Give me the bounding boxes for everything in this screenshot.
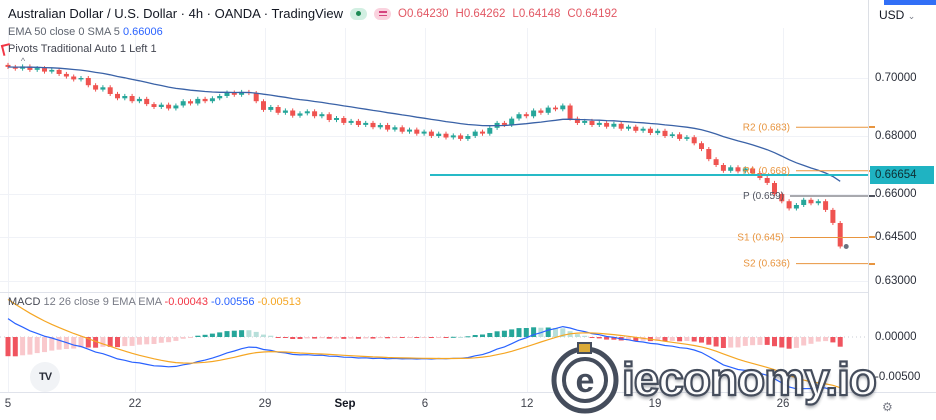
price-axis-label: 0.70000	[875, 72, 917, 84]
svg-text:R1 (0.668): R1 (0.668)	[743, 166, 790, 177]
price-axis-label: 0.66000	[875, 188, 917, 200]
price-axis-label: 0.63000	[875, 275, 917, 287]
gridline	[135, 28, 136, 392]
gridline	[655, 28, 656, 392]
gridline	[0, 237, 868, 238]
macd-params: 12 26 close 9 EMA EMA	[43, 296, 162, 308]
gridline	[527, 28, 528, 392]
ema-label: EMA 50 close 0 SMA 5	[8, 26, 120, 38]
pivots-label: Pivots Traditional Auto 1 Left 1	[8, 43, 157, 55]
time-axis-label: 29	[258, 398, 272, 410]
gridline	[0, 136, 868, 137]
time-axis-label: 6	[421, 398, 429, 410]
macd-line-value: -0.00556	[211, 296, 255, 308]
chart-plot-area: R2 (0.683) R1 (0.668) P (0.659) S1 (0.645) S…	[0, 6, 878, 414]
svg-text:S1 (0.645): S1 (0.645)	[737, 233, 784, 244]
highlight-price-tag: 0.66654	[870, 166, 934, 184]
pane-divider[interactable]	[0, 292, 868, 293]
macd-label: MACD	[8, 296, 41, 308]
time-axis-label: Sep	[334, 398, 356, 410]
gridline	[0, 78, 868, 79]
symbol-legend-row: Australian Dollar / U.S. Dollar · 4h · O…	[8, 6, 617, 21]
svg-text:R2 (0.683): R2 (0.683)	[743, 122, 790, 133]
price-axis[interactable]: USD ⌄ 0.70000 0.68000 0.66000 0.64500 0.6300…	[868, 0, 936, 392]
ema-value: 0.66006	[122, 26, 163, 38]
time-axis[interactable]: 5 22 29 Sep 6 12 19 26	[0, 393, 868, 420]
price-pane[interactable]: R2 (0.683) R1 (0.668) P (0.659) S1 (0.645) S…	[0, 28, 868, 292]
time-axis-label: 19	[648, 398, 662, 410]
notes-icon[interactable]	[374, 7, 391, 20]
gridline	[345, 28, 346, 392]
chevron-down-icon: ⌄	[907, 11, 916, 21]
macd-legend-row[interactable]: MACD 12 26 close 9 EMA EMA -0.00043 -0.0…	[8, 296, 301, 308]
price-axis-label: 0.68000	[875, 130, 917, 142]
ohlc-values: O0.64230 H0.64262 L0.64148 C0.64192	[398, 7, 618, 20]
time-axis-label: 12	[520, 398, 534, 410]
gridline	[265, 28, 266, 392]
time-axis-label: 5	[4, 398, 12, 410]
svg-text:P (0.659): P (0.659)	[743, 191, 784, 202]
axis-tick	[869, 126, 875, 128]
axis-tick	[869, 263, 875, 265]
chevron-up-icon[interactable]: ^	[20, 56, 26, 66]
gridline	[425, 28, 426, 392]
market-status-icon[interactable]	[350, 7, 367, 20]
macd-axis-label: -0.00500	[875, 371, 921, 383]
gridline	[8, 28, 9, 392]
time-axis-label: 26	[776, 398, 790, 410]
time-axis-label: 22	[128, 398, 142, 410]
gear-icon[interactable]: ⚙	[882, 400, 893, 414]
currency-dropdown[interactable]: USD ⌄	[879, 8, 916, 22]
macd-pane[interactable]	[0, 292, 868, 392]
time-axis-divider	[0, 392, 936, 393]
pivots-legend-row[interactable]: Pivots Traditional Auto 1 Left 1	[8, 43, 157, 55]
gridline	[783, 28, 784, 392]
macd-hist-value: -0.00043	[164, 296, 208, 308]
price-axis-label: 0.64500	[875, 231, 917, 243]
axis-tick	[869, 195, 875, 197]
axis-tick	[869, 236, 875, 238]
symbol-title[interactable]: Australian Dollar / U.S. Dollar · 4h · O…	[8, 6, 343, 21]
gridline	[0, 194, 868, 195]
tradingview-logo[interactable]: TV	[30, 362, 60, 392]
gridline	[0, 281, 868, 282]
ema-legend-row[interactable]: EMA 50 close 0 SMA 5 0.66006	[8, 26, 163, 38]
top-right-blue-bar	[884, 0, 936, 5]
macd-signal-value: -0.00513	[257, 296, 301, 308]
macd-axis-label: 0.00000	[875, 331, 917, 343]
svg-text:S2 (0.636): S2 (0.636)	[743, 259, 790, 270]
